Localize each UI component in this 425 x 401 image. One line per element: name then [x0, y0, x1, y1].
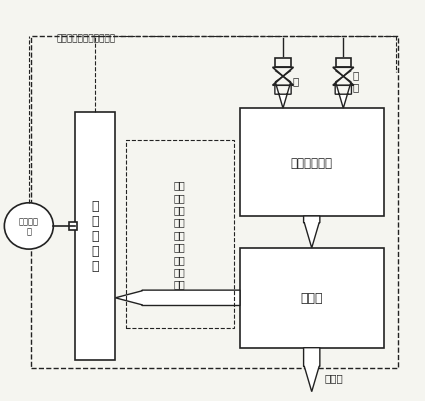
Polygon shape	[303, 217, 320, 248]
Text: 缓冲罐: 缓冲罐	[300, 292, 323, 304]
Polygon shape	[303, 348, 320, 392]
Text: 气
体
洗
涤
塔: 气 体 洗 涤 塔	[91, 200, 99, 273]
FancyBboxPatch shape	[240, 109, 383, 217]
Text: 乙炔气流量和进水量联锁: 乙炔气流量和进水量联锁	[56, 34, 116, 43]
Text: 温度
压力
监测
来确
定乙
炔气
流量
的准
确性: 温度 压力 监测 来确 定乙 炔气 流量 的准 确性	[174, 180, 186, 289]
Polygon shape	[335, 84, 351, 109]
Text: 电
石: 电 石	[353, 70, 359, 92]
FancyBboxPatch shape	[240, 248, 383, 348]
Text: 干法乙炔发生: 干法乙炔发生	[291, 156, 333, 169]
FancyBboxPatch shape	[75, 113, 116, 360]
Text: 电石渣: 电石渣	[324, 373, 343, 383]
Text: 气体流量
计: 气体流量 计	[19, 217, 39, 236]
Polygon shape	[116, 290, 240, 306]
Polygon shape	[275, 84, 291, 109]
Circle shape	[4, 203, 53, 249]
FancyBboxPatch shape	[69, 223, 77, 230]
Text: 水: 水	[292, 76, 298, 86]
